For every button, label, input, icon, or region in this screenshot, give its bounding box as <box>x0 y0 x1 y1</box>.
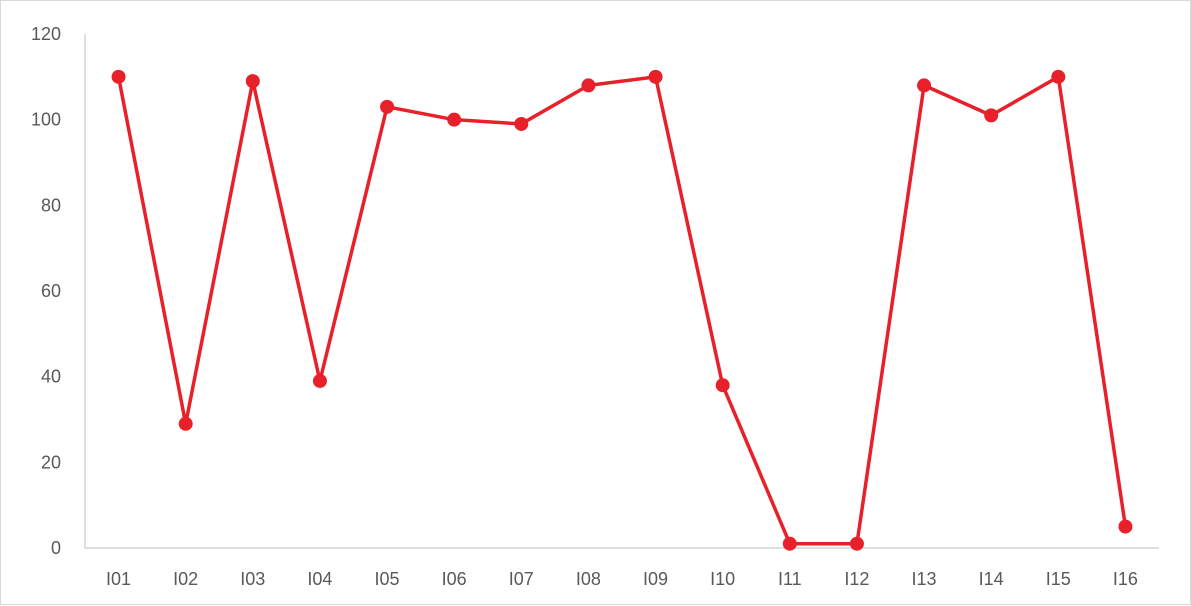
x-tick-label: I11 <box>778 569 802 589</box>
y-tick-label: 120 <box>31 24 61 44</box>
data-point <box>514 116 529 131</box>
data-point <box>380 99 395 114</box>
y-tick-label: 60 <box>41 281 61 301</box>
x-tick-label: I05 <box>375 569 400 589</box>
x-tick-label: I14 <box>979 569 1004 589</box>
x-tick-label: I03 <box>240 569 265 589</box>
data-point <box>648 69 663 84</box>
data-point <box>178 416 193 431</box>
data-point <box>849 536 864 551</box>
data-point <box>245 74 260 89</box>
x-tick-label: I15 <box>1046 569 1071 589</box>
y-tick-label: 0 <box>51 538 61 558</box>
x-tick-label: I01 <box>106 569 131 589</box>
x-tick-label: I13 <box>912 569 937 589</box>
data-point <box>111 69 126 84</box>
y-tick-label: 20 <box>41 452 61 472</box>
data-point <box>917 78 932 93</box>
series-line <box>116 75 1128 546</box>
x-tick-label: I10 <box>710 569 735 589</box>
data-point <box>1118 519 1133 534</box>
data-point <box>447 112 462 127</box>
data-point <box>1051 69 1066 84</box>
data-point <box>581 78 596 93</box>
y-tick-label: 100 <box>31 110 61 130</box>
x-tick-label: I02 <box>173 569 198 589</box>
y-tick-label: 80 <box>41 195 61 215</box>
data-point <box>312 373 327 388</box>
x-tick-label: I04 <box>307 569 332 589</box>
x-tick-label: I16 <box>1113 569 1138 589</box>
y-tick-label: 40 <box>41 367 61 387</box>
data-point <box>782 536 797 551</box>
x-tick-label: I07 <box>509 569 534 589</box>
x-tick-label: I12 <box>844 569 869 589</box>
x-tick-label: I08 <box>576 569 601 589</box>
x-tick-label: I09 <box>643 569 668 589</box>
x-tick-label: I06 <box>442 569 467 589</box>
data-point <box>715 378 730 393</box>
data-point <box>984 108 999 123</box>
